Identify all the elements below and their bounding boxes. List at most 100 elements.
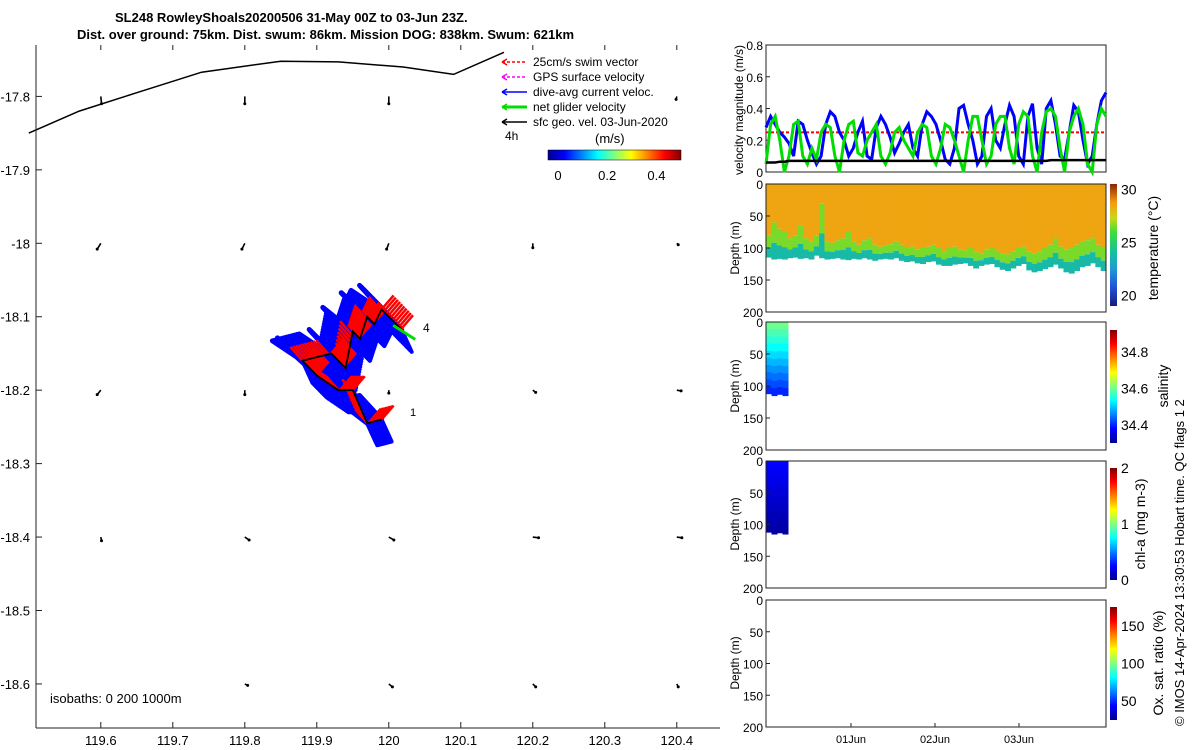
temperature-cell (829, 251, 836, 259)
geo-vector-head (243, 393, 247, 397)
oxygen-x-tick-label: 02Jun (920, 734, 950, 746)
temperature-cell (845, 247, 852, 261)
temperature-tick-label: 0 (756, 178, 763, 192)
swim-vector (336, 334, 351, 351)
salinity-cell (766, 329, 772, 337)
chla-cell (771, 519, 778, 528)
swim-vector (339, 320, 354, 336)
temperature-cell (861, 250, 868, 259)
legend-arrowhead (501, 103, 508, 111)
chla-tick-label: 100 (743, 519, 763, 533)
swim-vector (387, 301, 402, 317)
geo-vector-head (534, 390, 538, 394)
temperature-cell (1100, 184, 1106, 248)
map-y-tick-label: -18 (11, 236, 30, 251)
geo-vector-head (537, 536, 541, 540)
chla-cell (766, 461, 772, 469)
temperature-cell (1090, 238, 1096, 253)
swim-vector (312, 340, 327, 356)
chla-panel: 0 50 100 150 200 0 1 2 (743, 455, 1129, 596)
dive-avg-vector (323, 353, 338, 380)
map-colorbar-tick: 0.2 (598, 168, 616, 183)
chla-cell (766, 496, 772, 505)
chla-tick-label: 0 (756, 455, 763, 469)
velocity-panel: 0 0.2 0.4 0.6 0.8 (746, 39, 1108, 180)
swim-vector (389, 303, 404, 320)
swim-vector (347, 321, 362, 338)
temperature-cell (1015, 248, 1022, 258)
salinity-cell (766, 322, 772, 330)
swim-vector (353, 304, 368, 320)
velocity-tick-label: 0.2 (746, 134, 763, 148)
temperature-cell (973, 184, 980, 252)
temperature-cell (967, 184, 974, 248)
chla-tick-label: 50 (750, 487, 764, 501)
salinity-cell (777, 387, 783, 395)
temperature-cell (983, 184, 990, 250)
temperature-cell (1058, 184, 1065, 247)
map-y-tick-label: -17.9 (0, 163, 30, 178)
temperature-cell (957, 257, 964, 264)
oxygen-colorbar-label: Ox. sat. ratio (%) (1150, 610, 1166, 715)
temperature-cell (856, 244, 863, 253)
chla-cell (777, 475, 783, 484)
dive-avg-vector (300, 358, 315, 385)
temperature-cell (920, 184, 926, 248)
oxygen-ylabel: Depth (m) (728, 636, 742, 689)
temperature-cell (824, 241, 831, 252)
temperature-cell (1074, 184, 1081, 245)
swim-vector (298, 343, 312, 360)
temperature-cell (835, 250, 841, 259)
temperature-cell (797, 184, 804, 226)
temperature-cell (845, 184, 852, 232)
chla-cell (777, 518, 783, 527)
temperature-cell (872, 244, 879, 254)
oxygen-colorbar-tick: 100 (1121, 656, 1145, 672)
geo-vector-head (387, 391, 391, 395)
temperature-cell (813, 184, 820, 236)
track-end-label: 4 (423, 321, 430, 335)
temperature-cell (1079, 241, 1086, 256)
temperature-cell (978, 184, 985, 254)
swim-vector (311, 356, 326, 372)
temperature-cell (882, 252, 889, 259)
swim-vector (315, 360, 330, 377)
temperature-cell (925, 184, 932, 247)
temperature-cell (888, 252, 895, 260)
temperature-cell (1042, 259, 1049, 270)
chla-cell (766, 489, 772, 498)
chla-cell (782, 512, 789, 520)
salinity-cell (766, 343, 772, 352)
salinity-tick-label: 150 (743, 412, 763, 426)
temperature-cell (999, 262, 1006, 270)
temperature-tick-label: 50 (750, 210, 764, 224)
geo-vector-head (95, 247, 99, 251)
temperature-cell (1052, 238, 1059, 253)
temperature-cell (989, 256, 996, 264)
salinity-cell (777, 336, 783, 345)
chla-cell (782, 490, 789, 499)
temperature-cell (1063, 249, 1070, 262)
map-colorbar-tick: 0 (554, 168, 561, 183)
temperature-cell (904, 184, 911, 248)
salinity-cell (777, 343, 783, 352)
temperature-tick-label: 100 (743, 242, 763, 256)
temperature-cell (1042, 248, 1049, 260)
chla-cell (782, 519, 789, 528)
chla-cell (771, 526, 778, 535)
temperature-cell (797, 243, 804, 259)
temperature-cell (1084, 240, 1091, 255)
temperature-panel: 0 50 100 150 200 20 25 30 (743, 178, 1137, 320)
temperature-cell (951, 184, 958, 247)
salinity-cell (782, 351, 789, 360)
temperature-cell (909, 246, 916, 255)
map-x-tick-label: 120 (378, 733, 400, 748)
temperature-cell (1084, 254, 1091, 266)
swim-vector (362, 306, 377, 322)
chla-cell (771, 504, 778, 513)
temperature-cell (994, 184, 1001, 251)
oxygen-x-tick-label: 01Jun (836, 734, 866, 746)
temperature-cell (946, 248, 953, 258)
temperature-cell (1021, 256, 1027, 264)
salinity-cell (771, 380, 778, 389)
